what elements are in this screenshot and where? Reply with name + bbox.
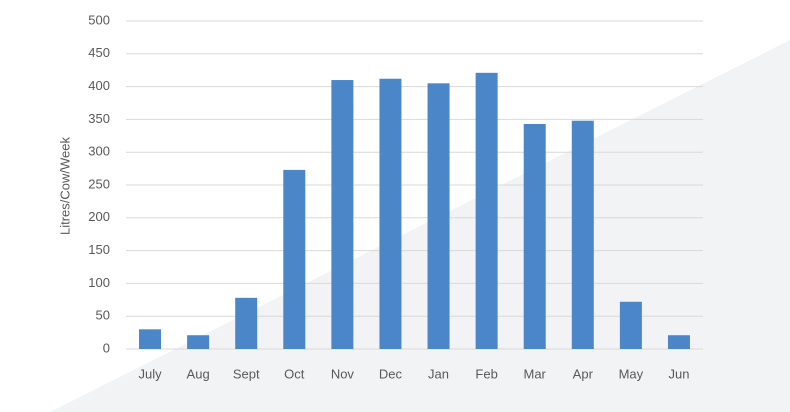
x-tick-label: Mar bbox=[524, 366, 547, 381]
x-tick-label: Feb bbox=[475, 366, 497, 381]
background-shape bbox=[50, 40, 790, 412]
bar bbox=[667, 335, 690, 349]
bar bbox=[235, 297, 258, 349]
x-tick-label: Oct bbox=[284, 366, 305, 381]
x-tick-label: May bbox=[619, 366, 644, 381]
x-tick-label: Nov bbox=[331, 366, 355, 381]
y-tick-label: 100 bbox=[88, 275, 110, 290]
x-tick-label: Sept bbox=[233, 366, 260, 381]
y-tick-label: 150 bbox=[88, 242, 110, 257]
x-tick-label: Aug bbox=[187, 366, 210, 381]
x-tick-label: Apr bbox=[573, 366, 594, 381]
y-axis-label: Litres/Cow/Week bbox=[57, 136, 72, 235]
x-tick-label: Jun bbox=[668, 366, 689, 381]
x-tick-label: Jan bbox=[428, 366, 449, 381]
y-tick-label: 350 bbox=[88, 111, 110, 126]
x-tick-label: July bbox=[138, 366, 162, 381]
bar bbox=[523, 123, 546, 349]
y-tick-label: 200 bbox=[88, 209, 110, 224]
bar bbox=[619, 301, 642, 349]
bar bbox=[427, 83, 450, 349]
y-tick-label: 450 bbox=[88, 45, 110, 60]
bar bbox=[571, 120, 594, 349]
bar bbox=[331, 80, 354, 349]
y-tick-label: 400 bbox=[88, 78, 110, 93]
bar bbox=[187, 335, 210, 349]
bar bbox=[283, 169, 306, 349]
x-tick-label: Dec bbox=[379, 366, 403, 381]
y-tick-label: 500 bbox=[88, 12, 110, 27]
bar bbox=[139, 329, 162, 349]
bar bbox=[379, 78, 402, 349]
y-tick-label: 50 bbox=[96, 308, 110, 323]
y-tick-label: 0 bbox=[103, 340, 110, 355]
y-tick-label: 250 bbox=[88, 176, 110, 191]
y-tick-label: 300 bbox=[88, 144, 110, 159]
bar bbox=[475, 72, 498, 349]
